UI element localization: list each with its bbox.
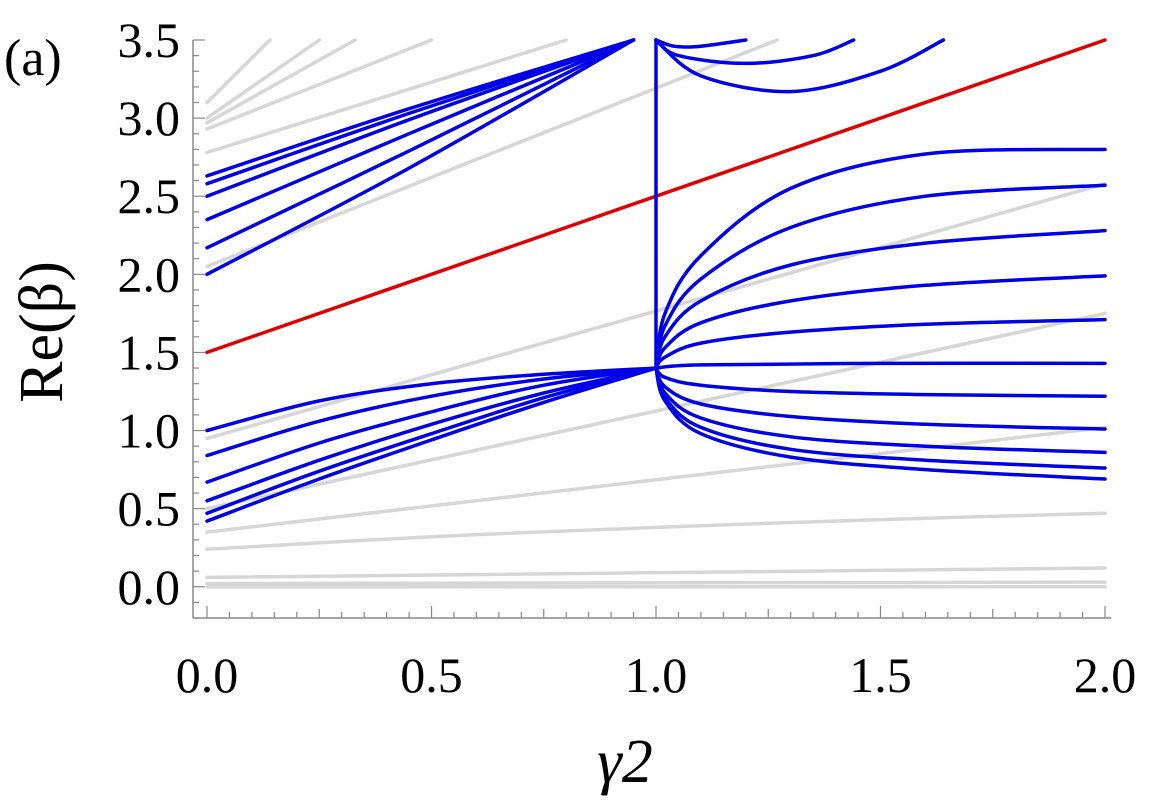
blue-series-line-30 <box>654 274 1107 370</box>
y-tick-label: 1.0 <box>118 403 181 459</box>
blue-series-line-17 <box>205 366 658 503</box>
blue-series-line-25 <box>205 38 636 277</box>
blue-series-line-18 <box>205 366 658 516</box>
gray-series-line-5 <box>205 311 1107 511</box>
blue-series-line-37 <box>654 366 1107 481</box>
panel-label: (a) <box>4 30 62 87</box>
blue-series-line-23 <box>205 38 636 222</box>
x-tick-label: 0.5 <box>400 647 463 703</box>
blue-series-line-33 <box>654 366 1107 398</box>
gray-series-line-12 <box>205 38 272 105</box>
tick-labels: 0.0 0.5 1.0 1.5 2.0 0.0 0.5 1.0 1.5 2.0 2.5 3.0 3.5 <box>118 12 1137 703</box>
gray-series-line-10 <box>205 38 357 125</box>
y-tick-label: 0.5 <box>118 481 181 537</box>
gray-series-line-11 <box>205 38 322 120</box>
blue-series-line-35 <box>654 366 1107 455</box>
blue-series-line-29 <box>654 228 1107 370</box>
y-tick-label: 2.5 <box>118 168 181 224</box>
blue-series-line-24 <box>205 38 636 250</box>
blue-series-line-40 <box>654 38 946 94</box>
colored-series-layer <box>205 38 1107 523</box>
gray-series-line-1 <box>205 580 1107 586</box>
blue-series-line-15 <box>205 366 658 458</box>
blue-series-line-14 <box>205 366 658 433</box>
plot-frame <box>192 40 1111 619</box>
gray-series-line-3 <box>205 511 1107 552</box>
gray-series-line-8 <box>205 38 568 155</box>
blue-series-line-32 <box>654 361 1107 370</box>
blue-series-line-19 <box>205 366 658 523</box>
y-tick-label: 3.0 <box>118 90 181 146</box>
gray-series-line-7 <box>205 38 779 269</box>
blue-series-line-16 <box>205 366 658 484</box>
y-tick-label: 3.5 <box>118 12 181 68</box>
gray-series-line-9 <box>205 38 434 131</box>
y-tick-label: 2.0 <box>118 246 181 302</box>
y-axis-title: Re(β) <box>8 261 76 403</box>
x-tick-label: 0.0 <box>176 647 239 703</box>
x-tick-label: 2.0 <box>1074 647 1137 703</box>
gray-series-layer <box>205 38 1107 589</box>
blue-series-line-28 <box>654 183 1107 370</box>
blue-series-line-39 <box>654 38 856 66</box>
blue-series-line-27 <box>654 147 1107 370</box>
gray-series-line-4 <box>205 425 1107 534</box>
y-tick-label: 0.0 <box>118 559 181 615</box>
blue-series-line-38 <box>654 38 748 49</box>
tick-marks <box>193 39 1106 619</box>
gray-series-line-2 <box>205 566 1107 580</box>
x-tick-label: 1.5 <box>849 647 912 703</box>
blue-series-line-34 <box>654 366 1107 431</box>
blue-series-line-31 <box>654 317 1107 370</box>
x-tick-label: 1.0 <box>625 647 688 703</box>
y-tick-label: 1.5 <box>118 324 181 380</box>
x-axis-title: γ2 <box>597 728 652 796</box>
blue-series-line-22 <box>205 38 636 198</box>
